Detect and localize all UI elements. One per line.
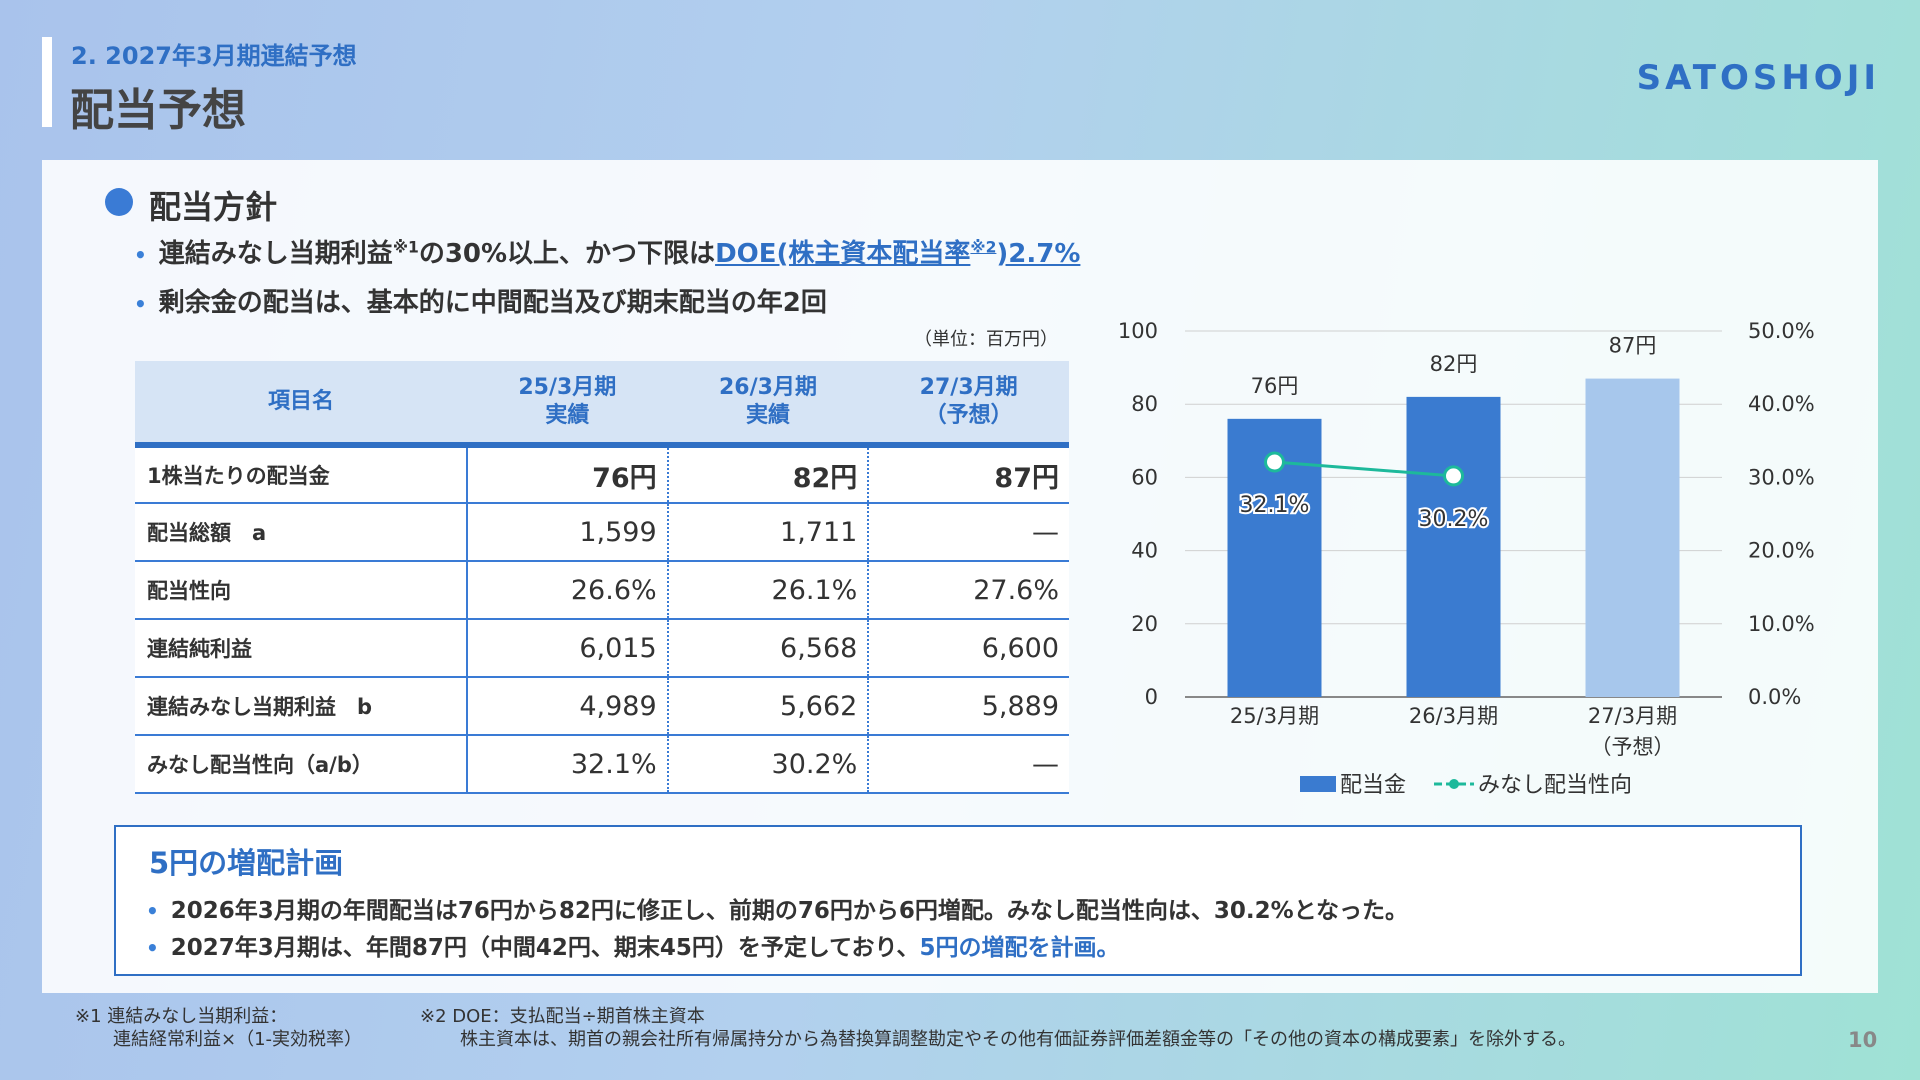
row-label: みなし配当性向（a/b） <box>135 735 468 793</box>
y2-tick-label: 0.0% <box>1748 685 1801 709</box>
y-tick-label: 60 <box>1131 465 1158 489</box>
cell: 4,989 <box>467 677 669 735</box>
row-label: 連結みなし当期利益 b <box>135 677 468 735</box>
legend-swatch <box>1300 776 1336 792</box>
policy-text: 連結みなし当期利益 <box>158 239 393 269</box>
plan-text: 2027年3月期は、年間87円（中間42円、期末45円）を予定しており、 <box>170 935 920 961</box>
section-label: 2. 2027年3月期連結予想 <box>71 42 357 70</box>
bar <box>1585 378 1680 697</box>
legend-label: みなし配当性向 <box>1478 773 1632 798</box>
plan-line: • 2027年3月期は、年間87円（中間42円、期末45円）を予定しており、5円の… <box>146 928 1120 962</box>
cell: 26.1% <box>667 561 870 619</box>
policy-item: • 連結みなし当期利益※1の30%以上、かつ下限はDOE(株主資本配当率※2)2.… <box>134 233 1080 270</box>
table-row: 配当性向 26.6% 26.1% 27.6% <box>135 561 1069 619</box>
cell: 6,568 <box>667 619 870 677</box>
bullet: • <box>146 899 159 923</box>
x-tick-label: 25/3月期 <box>1229 704 1320 728</box>
policy-text: 剰余金の配当は、基本的に中間配当及び期末配当の年2回 <box>158 288 827 318</box>
note-ref: ※1 <box>392 238 419 257</box>
page-title: 配当予想 <box>70 85 246 136</box>
unit-note: （単位：百万円） <box>914 329 1058 350</box>
bar <box>1406 396 1501 697</box>
footnote: 連結経常利益×（1-実効税率） <box>113 1029 363 1050</box>
cell: 32.1% <box>467 735 669 793</box>
y2-tick-label: 20.0% <box>1748 539 1815 563</box>
accent-bar <box>42 37 52 127</box>
row-label: 1株当たりの配当金 <box>135 445 468 503</box>
heading-dot <box>105 188 133 216</box>
legend-swatch <box>1449 779 1460 789</box>
policy-item: • 剰余金の配当は、基本的に中間配当及び期末配当の年2回 <box>134 282 827 319</box>
y2-tick-label: 10.0% <box>1748 612 1815 636</box>
cell: 87円 <box>994 462 1059 494</box>
bar-value-label: 76円 <box>1251 374 1299 398</box>
table-row: 1株当たりの配当金 76円 82円 87円 <box>135 445 1069 503</box>
line-value-label: 32.1% <box>1240 493 1310 518</box>
table-row: 配当総額 a 1,599 1,711 — <box>135 503 1069 561</box>
cell: 5,662 <box>667 677 870 735</box>
cell: 76円 <box>467 445 669 503</box>
bullet: • <box>134 243 147 267</box>
y2-tick-label: 30.0% <box>1748 465 1815 489</box>
x-tick-label: 27/3月期 （予想） <box>1587 704 1678 759</box>
y-tick-label: 80 <box>1131 392 1158 416</box>
policy-text: )2.7% <box>996 239 1081 269</box>
note-ref: ※2 <box>970 238 997 257</box>
header-row: 項目名 25/3月期 実績 26/3月期 実績 27/3月期 （予想） <box>135 361 1069 445</box>
cell: 82円 <box>667 445 870 503</box>
plan-title: 5円の増配計画 <box>149 846 344 880</box>
cell: — <box>1032 748 1059 780</box>
cell: 6,015 <box>467 619 669 677</box>
column-header: 項目名 <box>267 388 334 414</box>
policy-text: DOE(株主資本配当率 <box>715 239 971 269</box>
policy-text: の30%以上、かつ下限は <box>418 239 716 269</box>
cell: 6,600 <box>981 632 1059 664</box>
policy-heading: 配当方針 <box>149 188 278 226</box>
legend-label: 配当金 <box>1340 773 1406 798</box>
table-row: 連結純利益 6,015 6,568 6,600 <box>135 619 1069 677</box>
y2-tick-label: 50.0% <box>1748 319 1815 343</box>
y-tick-label: 0 <box>1145 685 1158 709</box>
row-label: 配当性向 <box>135 561 468 619</box>
y-tick-label: 20 <box>1131 612 1158 636</box>
cell: 26.6% <box>467 561 669 619</box>
bullet: • <box>134 292 147 316</box>
line-point <box>1264 451 1285 473</box>
cell: — <box>1032 516 1059 548</box>
footnote: ※2 DOE：支払配当÷期首株主資本 <box>420 1006 705 1027</box>
cell: 1,711 <box>667 503 870 561</box>
column-header: 26/3月期 実績 <box>719 374 817 428</box>
footnote: ※1 連結みなし当期利益： <box>75 1006 288 1027</box>
plan-box <box>114 825 1802 976</box>
line-value-label: 30.2% <box>1419 507 1489 532</box>
logo: SATOSHOJI <box>1636 58 1880 98</box>
page-number: 10 <box>1848 1028 1878 1052</box>
plan-highlight: 5円の増配を計画。 <box>919 935 1120 961</box>
x-tick-label: 26/3月期 <box>1408 704 1499 728</box>
bullet: • <box>146 936 159 960</box>
row-label: 連結純利益 <box>135 619 468 677</box>
cell: 1,599 <box>467 503 669 561</box>
chart: 0 20 40 60 80 100 0.0% 10.0% 20.0% 30.0% 40.0% 50.0… <box>1118 319 1815 798</box>
y-tick-label: 100 <box>1118 319 1158 343</box>
column-header: 27/3月期 （予想） <box>919 374 1018 428</box>
table-row: みなし配当性向（a/b） 32.1% 30.2% — <box>135 735 1069 793</box>
cell: 27.6% <box>973 574 1059 606</box>
dividend-table: 項目名 25/3月期 実績 26/3月期 実績 27/3月期 （予想） 1株当たりの配当… <box>135 361 1069 794</box>
plan-line: • 2026年3月期の年間配当は76円から82円に修正し、前期の76円から6円増配… <box>146 891 1408 925</box>
column-header: 25/3月期 実績 <box>518 374 617 428</box>
line-point <box>1443 465 1464 487</box>
y-tick-label: 40 <box>1131 539 1158 563</box>
bar-value-label: 87円 <box>1609 334 1657 358</box>
y2-tick-label: 40.0% <box>1748 392 1815 416</box>
cell: 30.2% <box>667 735 870 793</box>
bar-value-label: 82円 <box>1430 352 1478 376</box>
plan-text: 2026年3月期の年間配当は76円から82円に修正し、前期の76円から6円増配。… <box>170 898 1408 924</box>
footnote: 株主資本は、期首の親会社所有帰属持分から為替換算調整勘定やその他有価証券評価差額… <box>460 1029 1576 1050</box>
cell: 5,889 <box>981 690 1059 722</box>
row-label: 配当総額 a <box>135 503 468 561</box>
line <box>1274 460 1454 478</box>
table-row: 連結みなし当期利益 b 4,989 5,662 5,889 <box>135 677 1069 735</box>
